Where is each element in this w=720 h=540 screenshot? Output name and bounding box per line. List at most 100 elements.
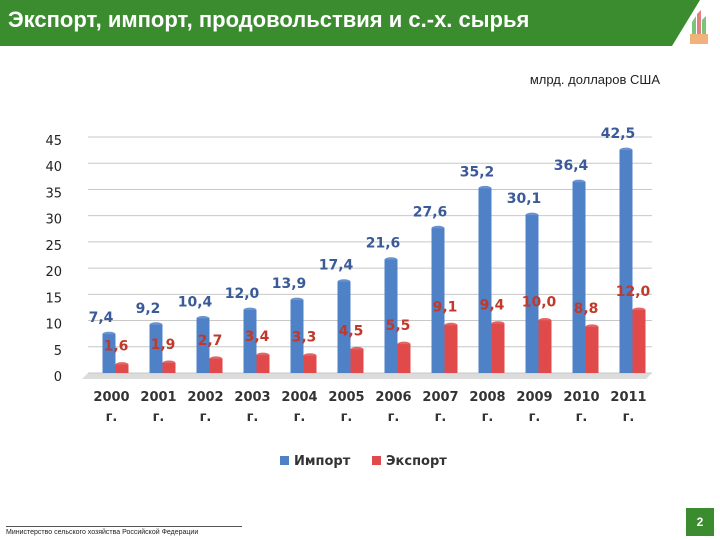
x-tick-label-suffix: г. <box>247 410 259 425</box>
export-bar-cap <box>350 346 364 352</box>
export-bar <box>350 349 364 373</box>
export-bar <box>256 355 270 373</box>
import-data-label: 7,4 <box>89 310 114 326</box>
export-bar <box>397 344 411 373</box>
import-data-label: 27,6 <box>413 204 448 220</box>
y-tick-label: 20 <box>45 265 62 280</box>
import-data-label: 12,0 <box>225 286 260 302</box>
export-bar-cap <box>303 353 317 359</box>
import-data-label: 21,6 <box>366 236 401 252</box>
x-tick-label: 2008 <box>469 390 505 405</box>
x-tick-label-suffix: г. <box>106 410 118 425</box>
export-data-label: 4,5 <box>339 323 364 339</box>
import-data-label: 9,2 <box>136 301 161 317</box>
import-bar <box>102 334 116 373</box>
x-tick-label-suffix: г. <box>482 410 494 425</box>
export-bar <box>491 323 505 373</box>
import-data-label: 30,1 <box>507 191 542 207</box>
import-bar-cap <box>384 257 398 263</box>
export-data-label: 12,0 <box>616 284 651 300</box>
export-bar <box>115 364 129 373</box>
import-bar-cap <box>525 212 539 218</box>
import-bar-cap <box>196 315 210 321</box>
import-bar <box>337 281 351 373</box>
y-tick-label: 10 <box>45 318 62 333</box>
import-bar-cap <box>337 279 351 285</box>
import-bar <box>384 259 398 373</box>
x-tick-label: 2001 <box>140 390 176 405</box>
import-bar <box>478 188 492 373</box>
legend-export-swatch <box>372 456 381 465</box>
chart-grid: 0 5 10 15 20 25 30 35 40 45 2000 г. 2001 г. 2002 г. 2003… <box>45 134 652 425</box>
export-data-label: 8,8 <box>574 301 599 317</box>
import-bar-cap <box>572 179 586 185</box>
export-bar-cap <box>162 360 176 366</box>
import-bar <box>572 182 586 373</box>
export-bar <box>303 355 317 373</box>
import-bar <box>290 300 304 373</box>
export-data-label: 5,5 <box>386 318 411 334</box>
unit-label: млрд. долларов США <box>529 72 660 87</box>
import-data-label: 13,9 <box>272 276 307 292</box>
import-bar <box>149 324 163 373</box>
x-tick-label: 2007 <box>422 390 458 405</box>
export-bar-cap <box>115 362 129 368</box>
x-tick-label: 2002 <box>187 390 223 405</box>
export-bar <box>538 320 552 373</box>
footer-divider <box>6 526 242 527</box>
import-data-label: 35,2 <box>460 164 495 180</box>
x-tick-label: 2010 <box>563 390 599 405</box>
import-bar <box>431 228 445 373</box>
export-data-label: 2,7 <box>198 333 223 349</box>
y-tick-label: 35 <box>45 186 62 201</box>
export-bar-cap <box>585 324 599 330</box>
export-bar-cap <box>632 307 646 313</box>
chart-data-labels: 7,4 1,6 9,2 1,9 10,4 2,7 12,0 3,4 13,9 3,3 17,4 4,5… <box>89 126 651 354</box>
x-tick-label: 2006 <box>375 390 411 405</box>
x-tick-label: 2011 <box>610 390 646 405</box>
bar-chart: 0 5 10 15 20 25 30 35 40 45 2000 г. 2001 г. 2002 г. 2003… <box>45 126 652 469</box>
import-bar-cap <box>243 307 257 313</box>
page-title: Экспорт, импорт, продовольствия и с.-х. … <box>8 7 530 32</box>
footer-ministry: Министерство сельского хозяйства Российс… <box>6 529 199 536</box>
export-data-label: 3,3 <box>292 330 317 346</box>
export-data-label: 9,4 <box>480 298 505 314</box>
x-tick-label-suffix: г. <box>153 410 165 425</box>
export-bar <box>162 363 176 373</box>
title-bar: Экспорт, импорт, продовольствия и с.-х. … <box>0 0 700 46</box>
x-tick-label-suffix: г. <box>388 410 400 425</box>
export-bar <box>444 325 458 373</box>
x-tick-label: 2003 <box>234 390 270 405</box>
export-data-label: 10,0 <box>522 295 557 311</box>
legend-import-swatch <box>280 456 289 465</box>
x-tick-label-suffix: г. <box>576 410 588 425</box>
x-tick-label: 2005 <box>328 390 364 405</box>
chart-bars <box>102 147 646 373</box>
export-bar-cap <box>538 318 552 324</box>
y-tick-label: 40 <box>45 160 62 175</box>
legend-export-label: Экспорт <box>386 454 447 469</box>
export-bar-cap <box>209 356 223 362</box>
y-tick-label: 45 <box>45 134 62 149</box>
import-bar-cap <box>290 297 304 303</box>
y-tick-label: 0 <box>54 370 62 385</box>
export-bar-cap <box>444 322 458 328</box>
x-tick-label-suffix: г. <box>200 410 212 425</box>
x-tick-label-suffix: г. <box>294 410 306 425</box>
export-data-label: 9,1 <box>433 299 458 315</box>
x-tick-label-suffix: г. <box>341 410 353 425</box>
x-tick-label: 2009 <box>516 390 552 405</box>
y-tick-label: 5 <box>54 344 62 359</box>
x-tick-label-suffix: г. <box>529 410 541 425</box>
export-data-label: 3,4 <box>245 329 270 345</box>
import-bar-cap <box>149 322 163 328</box>
export-bar <box>632 310 646 373</box>
ministry-logo-icon <box>690 10 708 44</box>
import-data-label: 17,4 <box>319 258 354 274</box>
export-bar-cap <box>256 352 270 358</box>
legend-import-label: Импорт <box>294 454 351 469</box>
x-tick-label: 2004 <box>281 390 317 405</box>
y-tick-label: 15 <box>45 291 62 306</box>
chart-floor <box>82 373 652 379</box>
x-tick-label: 2000 <box>93 390 129 405</box>
